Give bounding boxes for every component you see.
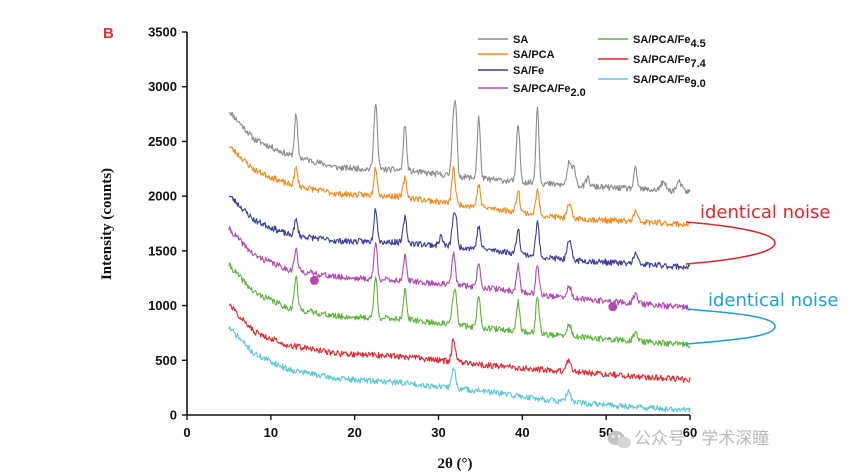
legend-entry: SA/PCA/Fe2.0 [513, 83, 586, 99]
panel-label: B [103, 25, 114, 42]
y-tick-label: 2000 [148, 189, 177, 204]
series-line [228, 303, 691, 383]
series-line [228, 99, 691, 195]
y-tick-label: 1000 [148, 298, 177, 313]
legend-entry: SA [513, 34, 528, 46]
noise-annotation-label: identical noise [708, 290, 839, 311]
legend-entry-name: SA/PCA/Fe [633, 34, 690, 46]
x-tick-label: 40 [515, 425, 529, 440]
y-tick-label: 3000 [148, 79, 177, 94]
legend-entry: SA/Fe [513, 65, 544, 77]
legend-entry: SA/PCA [513, 49, 555, 61]
legend-entry-subscript: 9.0 [690, 78, 705, 90]
y-tick-label: 0 [170, 408, 177, 423]
series-line [228, 262, 691, 349]
y-ticks: 0 500 1000 1500 2000 2500 3000 3500 [148, 25, 187, 423]
watermark: 公众号 · 学术深瞳 [607, 429, 769, 449]
legend-entry-name: SA/Fe [513, 65, 544, 77]
x-tick-label: 60 [683, 425, 697, 440]
noise-bracket [685, 221, 776, 265]
series-layer [228, 99, 691, 413]
legend-entry-subscript: 4.5 [690, 38, 705, 50]
legend-entry-name: SA [513, 34, 528, 46]
legend-entry-subscript: 2.0 [570, 87, 585, 99]
series-line [228, 195, 691, 270]
watermark-text: 公众号 · 学术深瞳 [634, 429, 769, 449]
series-line [228, 326, 691, 413]
legend-entry-name: SA/PCA/Fe [633, 54, 690, 66]
legend-entry: SA/PCA/Fe9.0 [633, 74, 706, 90]
marker-layer [309, 275, 618, 312]
legend: SASA/PCASA/FeSA/PCA/Fe2.0SA/PCA/Fe4.5SA/… [478, 34, 707, 99]
wechat-icon [607, 431, 631, 449]
highlight-marker [309, 275, 319, 285]
y-tick-label: 3500 [148, 25, 177, 40]
series-line [228, 146, 691, 228]
x-tick-label: 20 [347, 425, 361, 440]
y-tick-label: 2500 [148, 134, 177, 149]
x-axis-title: 2θ (°) [437, 456, 472, 472]
legend-entry: SA/PCA/Fe7.4 [633, 54, 707, 70]
legend-entry: SA/PCA/Fe4.5 [633, 34, 706, 50]
noise-bracket [685, 308, 776, 345]
y-tick-label: 500 [155, 353, 177, 368]
x-tick-label: 10 [264, 425, 278, 440]
y-tick-label: 1500 [148, 243, 177, 258]
x-tick-label: 0 [183, 425, 190, 440]
x-tick-label: 30 [431, 425, 445, 440]
annotation-layer: identical noise identical noise [685, 202, 839, 345]
legend-entry-subscript: 7.4 [690, 58, 706, 70]
y-axis-title: Intensity (counts) [99, 168, 115, 280]
noise-annotation-label: identical noise [700, 202, 831, 223]
highlight-marker [608, 302, 618, 312]
legend-entry-name: SA/PCA/Fe [633, 74, 690, 86]
legend-entry-name: SA/PCA/Fe [513, 83, 570, 95]
legend-entry-name: SA/PCA [513, 49, 555, 61]
